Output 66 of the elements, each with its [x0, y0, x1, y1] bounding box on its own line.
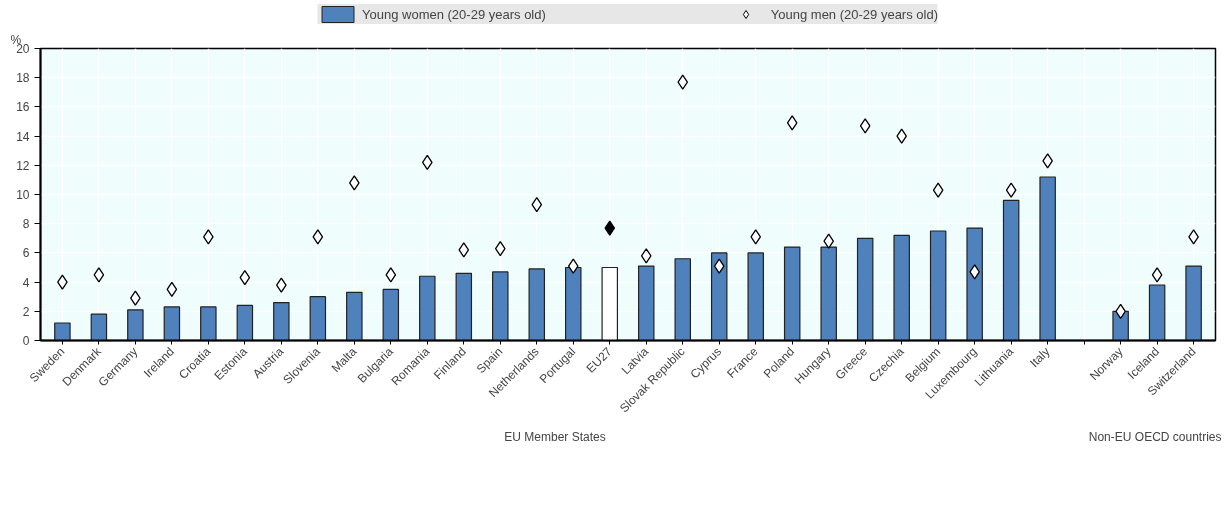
bar — [54, 322, 71, 341]
bar — [90, 313, 108, 341]
point — [604, 220, 616, 236]
point — [932, 182, 944, 198]
point — [823, 233, 835, 249]
text: Non-EU OECD countries — [1088, 429, 1222, 444]
bar — [747, 252, 764, 341]
bar — [1185, 265, 1202, 341]
bar — [1002, 199, 1020, 341]
bar — [929, 230, 947, 341]
bar — [856, 237, 874, 341]
point — [385, 267, 397, 283]
y-tick-label: 6 — [22, 246, 30, 261]
point — [312, 229, 324, 245]
y-tick-label: 20 — [16, 42, 30, 56]
bar — [346, 291, 363, 341]
bar — [820, 246, 837, 341]
point — [531, 197, 543, 213]
bar — [710, 252, 728, 341]
point — [421, 154, 433, 171]
y-tick-label: 14 — [16, 129, 30, 144]
bar — [455, 272, 473, 341]
bar — [783, 246, 801, 341]
bar — [893, 234, 910, 341]
y-tick-label: 4 — [22, 275, 30, 290]
y-tick-label: 8 — [22, 217, 30, 232]
y-tick-label: 12 — [16, 158, 30, 173]
y-tick-label: 0 — [22, 334, 30, 348]
bar — [492, 271, 509, 341]
point — [458, 242, 470, 258]
bar — [382, 288, 400, 341]
bar — [528, 268, 546, 341]
bar — [1148, 284, 1166, 341]
bar — [273, 301, 290, 341]
y-tick-label: 18 — [16, 71, 30, 86]
bar — [163, 306, 181, 341]
point — [93, 267, 105, 283]
point — [677, 74, 689, 90]
point — [494, 240, 506, 257]
y-tick-label: 16 — [16, 100, 30, 115]
point — [166, 281, 178, 298]
legend-label: Young women (20-29 years old) — [362, 6, 546, 22]
bar — [966, 227, 983, 341]
bar — [419, 275, 436, 341]
point — [1151, 267, 1163, 283]
y-tick-label: 10 — [16, 188, 30, 202]
point — [640, 248, 652, 264]
bar — [127, 309, 144, 341]
point — [713, 258, 725, 274]
bar — [565, 266, 582, 341]
bar — [236, 304, 254, 341]
point — [786, 115, 798, 131]
legend-label: Young men (20-29 years old) — [770, 6, 938, 22]
bar — [309, 296, 327, 341]
point — [567, 258, 579, 274]
point — [859, 118, 871, 134]
x-tick-label: Italy — [1027, 344, 1053, 371]
point — [239, 270, 251, 286]
point — [750, 229, 762, 245]
point — [1005, 182, 1017, 198]
text: EU Member States — [504, 429, 606, 444]
bar — [1039, 176, 1056, 341]
bar — [200, 306, 217, 341]
bar — [637, 265, 655, 341]
y-tick-label: 2 — [22, 304, 30, 319]
bar — [674, 258, 691, 341]
